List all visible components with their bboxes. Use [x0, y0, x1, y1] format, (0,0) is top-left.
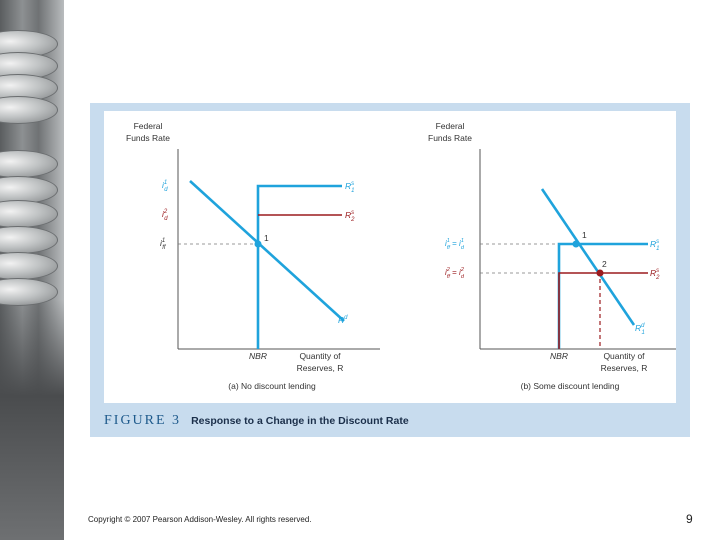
panel-a-supply-curve-1	[256, 184, 342, 349]
panel-b-x-label-2: Reserves, R	[601, 363, 648, 373]
panel-b-supply1-label: Rs 1	[650, 239, 659, 252]
panel-a-x-label-1: Quantity of	[299, 351, 341, 361]
copyright-notice: Copyright © 2007 Pearson Addison-Wesley.…	[88, 515, 312, 524]
panel-b: Federal Funds Rate 1 2 i1 ff = i1 d i2 ff =…	[428, 121, 676, 391]
panel-b-nbr-label: NBR	[550, 351, 568, 361]
figure-canvas: Federal Funds Rate 1 i1 d i2 d i1 ff Rs 1 Rs…	[104, 111, 676, 403]
panel-a: Federal Funds Rate 1 i1 d i2 d i1 ff Rs 1 Rs…	[126, 121, 380, 391]
discount-rate-diagram: Federal Funds Rate 1 i1 d i2 d i1 ff Rs 1 Rs…	[126, 121, 676, 391]
panel-a-y-label-2: Funds Rate	[126, 133, 170, 143]
panel-b-point-2	[596, 269, 604, 277]
coin-icon	[0, 226, 58, 254]
coin-shadow	[0, 300, 64, 540]
panel-b-demand-curve	[540, 188, 636, 326]
figure-title: Response to a Change in the Discount Rat…	[191, 415, 409, 427]
panel-b-point2-label: 2	[602, 259, 607, 269]
panel-b-point-1	[572, 240, 580, 248]
coin-icon	[0, 96, 58, 124]
panel-b-tick2: i2 ff = i2 d	[445, 267, 465, 280]
coin-icon	[0, 252, 58, 280]
panel-b-tick1: i1 ff = i1 d	[445, 238, 465, 251]
panel-a-tick-iff1: i1 ff	[160, 238, 167, 251]
panel-a-tick-id1: i1 d	[162, 180, 168, 193]
figure-caption: FIGURE 3 Response to a Change in the Disc…	[104, 412, 409, 429]
panel-a-supply2-label: Rs 2	[345, 210, 355, 223]
panel-a-demand-curve	[189, 180, 345, 322]
panel-a-caption: (a) No discount lending	[228, 381, 316, 391]
panel-b-x-label-1: Quantity of	[603, 351, 645, 361]
panel-b-caption: (b) Some discount lending	[521, 381, 620, 391]
panel-a-x-label-2: Reserves, R	[297, 363, 344, 373]
panel-a-demand-label: Rd	[338, 315, 348, 325]
panel-b-supply-curve-2	[558, 272, 648, 349]
panel-b-point1-label: 1	[582, 230, 587, 240]
panel-a-supply1-label: Rs 1	[345, 181, 354, 194]
panel-b-y-label-2: Funds Rate	[428, 133, 472, 143]
panel-a-equilibrium-point	[254, 240, 262, 248]
panel-a-point-label: 1	[264, 233, 269, 243]
figure-panel: Federal Funds Rate 1 i1 d i2 d i1 ff Rs 1 Rs…	[90, 103, 690, 437]
panel-b-supply2-label: Rs 2	[650, 268, 660, 281]
panel-a-tick-id2: i2 d	[162, 209, 168, 222]
coin-stack-decoration	[0, 0, 64, 540]
panel-b-demand-label: Rd 1	[635, 323, 645, 336]
coin-icon	[0, 200, 58, 228]
panel-a-y-label-1: Federal	[134, 121, 163, 131]
page-number: 9	[686, 512, 693, 526]
panel-a-nbr-label: NBR	[249, 351, 267, 361]
panel-b-y-label-1: Federal	[436, 121, 465, 131]
figure-number: FIGURE 3	[104, 413, 182, 428]
coin-icon	[0, 150, 58, 178]
